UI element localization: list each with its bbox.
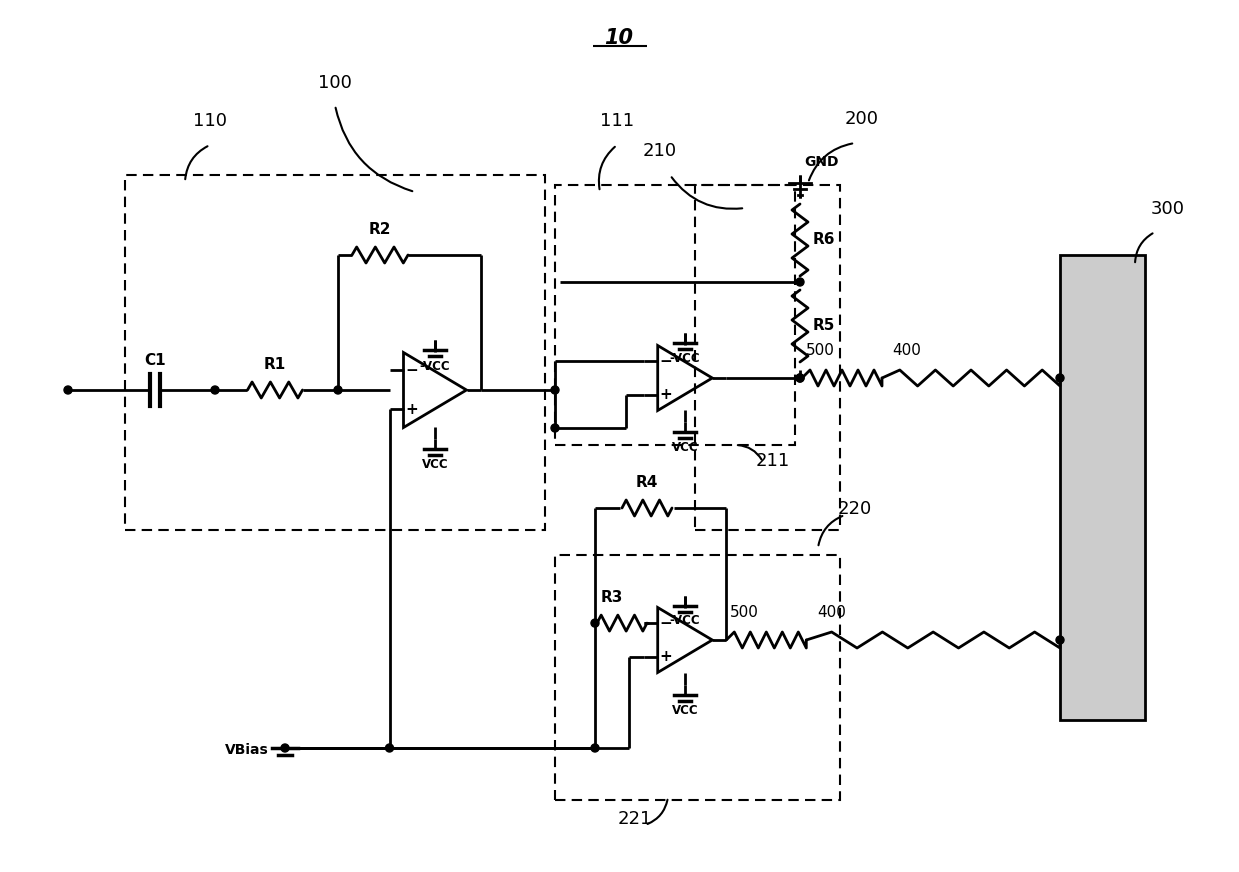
Bar xyxy=(695,185,840,530)
Text: +: + xyxy=(659,387,672,402)
Text: 221: 221 xyxy=(618,810,652,828)
Text: R6: R6 xyxy=(813,233,835,248)
Bar xyxy=(555,185,795,445)
Text: 400: 400 xyxy=(892,343,922,358)
Text: R2: R2 xyxy=(369,222,392,237)
Text: 500: 500 xyxy=(730,605,758,620)
Circle shape xyxy=(1056,636,1064,644)
Circle shape xyxy=(795,374,804,382)
Circle shape xyxy=(281,744,289,752)
Text: −: − xyxy=(659,354,672,369)
Text: +: + xyxy=(405,402,418,417)
Text: R4: R4 xyxy=(636,475,658,490)
Text: −: − xyxy=(659,616,672,630)
Text: VCC: VCC xyxy=(421,459,449,472)
Text: -VCC: -VCC xyxy=(420,359,450,372)
Circle shape xyxy=(335,386,342,394)
Text: 500: 500 xyxy=(805,343,834,358)
Text: 400: 400 xyxy=(817,605,846,620)
Text: −: − xyxy=(405,363,418,378)
Text: 100: 100 xyxy=(318,74,352,92)
Circle shape xyxy=(551,424,559,432)
Bar xyxy=(125,175,545,530)
Bar xyxy=(555,555,840,800)
Circle shape xyxy=(795,374,804,382)
Text: +: + xyxy=(659,650,672,664)
Text: C1: C1 xyxy=(144,353,166,368)
Text: R3: R3 xyxy=(601,590,623,605)
Text: -VCC: -VCC xyxy=(670,615,700,628)
Text: 200: 200 xyxy=(845,110,878,128)
Text: 110: 110 xyxy=(193,112,227,130)
Text: VCC: VCC xyxy=(672,441,699,454)
Circle shape xyxy=(795,278,804,286)
Text: 210: 210 xyxy=(643,142,676,160)
Circle shape xyxy=(551,386,559,394)
Text: 111: 111 xyxy=(600,112,634,130)
Text: VBias: VBias xyxy=(225,743,269,757)
Text: 220: 220 xyxy=(838,500,872,518)
Text: R1: R1 xyxy=(264,357,286,372)
Text: GND: GND xyxy=(804,155,839,169)
Text: VCC: VCC xyxy=(672,704,699,717)
Text: 300: 300 xyxy=(1151,200,1184,218)
Text: 10: 10 xyxy=(605,28,633,48)
Text: -VCC: -VCC xyxy=(670,352,700,365)
Circle shape xyxy=(1056,374,1064,382)
Bar xyxy=(1061,255,1145,720)
Circle shape xyxy=(591,619,598,627)
Text: 211: 211 xyxy=(756,452,790,470)
Circle shape xyxy=(385,744,394,752)
Circle shape xyxy=(211,386,219,394)
Text: R5: R5 xyxy=(813,318,835,333)
Circle shape xyxy=(591,744,598,752)
Circle shape xyxy=(64,386,72,394)
